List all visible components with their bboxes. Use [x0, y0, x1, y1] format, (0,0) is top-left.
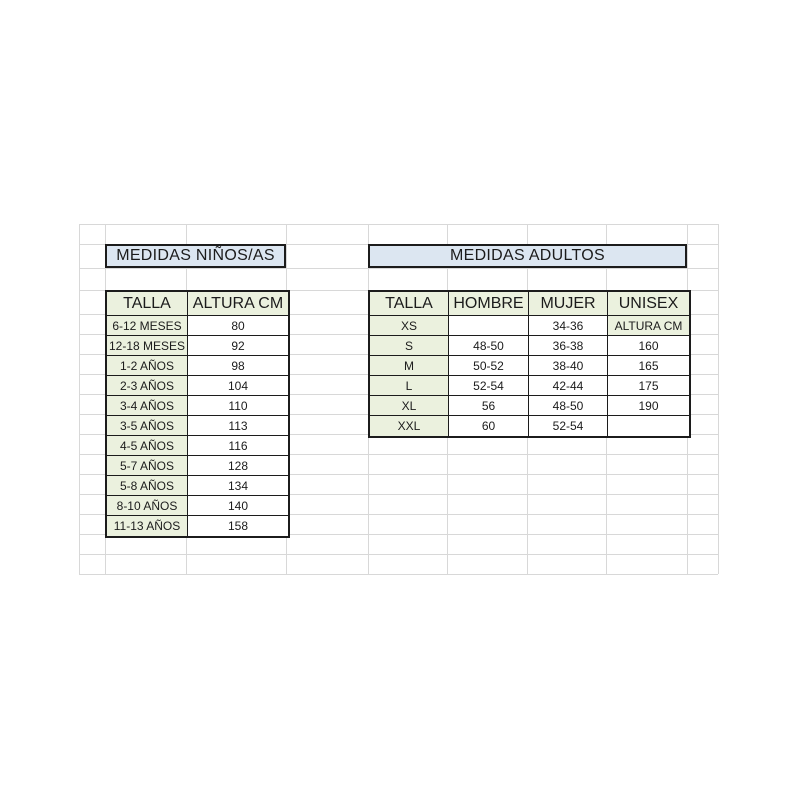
kids-table-cell[interactable]: 158 [188, 516, 288, 536]
adults-table-cell[interactable] [608, 416, 689, 436]
kids-table-cell[interactable]: 12-18 MESES [107, 336, 188, 356]
gridline-row [79, 534, 718, 535]
adults-table-cell[interactable]: XS [370, 316, 449, 336]
adults-table-cell[interactable]: 190 [608, 396, 689, 416]
kids-table-cell[interactable]: 3-4 AÑOS [107, 396, 188, 416]
gridline-column [79, 224, 80, 574]
kids-table-cell[interactable]: 104 [188, 376, 288, 396]
kids-table-cell[interactable]: 5-7 AÑOS [107, 456, 188, 476]
adults-table-cell[interactable]: 38-40 [529, 356, 608, 376]
gridline-row [79, 514, 718, 515]
gridline-column [718, 224, 719, 574]
kids-table-cell[interactable]: 2-3 AÑOS [107, 376, 188, 396]
kids-table-cell[interactable]: 110 [188, 396, 288, 416]
kids-size-table: TALLA ALTURA CM 6-12 MESES 80 12-18 MESES 92 1… [105, 290, 290, 538]
kids-table-cell[interactable]: 6-12 MESES [107, 316, 188, 336]
adults-table-cell[interactable]: XL [370, 396, 449, 416]
adults-column-header[interactable]: TALLA [370, 292, 449, 316]
gridline-row [79, 474, 718, 475]
kids-table-cell[interactable]: 140 [188, 496, 288, 516]
adults-table-cell[interactable]: 60 [449, 416, 529, 436]
kids-table-cell[interactable]: 80 [188, 316, 288, 336]
gridline-row [79, 268, 718, 269]
adults-table-cell[interactable]: L [370, 376, 449, 396]
adults-table-cell[interactable]: 175 [608, 376, 689, 396]
kids-table-cell[interactable]: 3-5 AÑOS [107, 416, 188, 436]
gridline-row [79, 494, 718, 495]
kids-table-cell[interactable]: 5-8 AÑOS [107, 476, 188, 496]
adults-table-title[interactable]: MEDIDAS ADULTOS [368, 244, 687, 268]
gridline-row [79, 574, 718, 575]
adults-table-cell[interactable]: 50-52 [449, 356, 529, 376]
kids-table-cell[interactable]: 98 [188, 356, 288, 376]
adults-table-cell[interactable]: M [370, 356, 449, 376]
kids-table-cell[interactable]: 113 [188, 416, 288, 436]
adults-column-header[interactable]: HOMBRE [449, 292, 529, 316]
kids-table-cell[interactable]: 1-2 AÑOS [107, 356, 188, 376]
adults-column-header[interactable]: MUJER [529, 292, 608, 316]
kids-table-cell[interactable]: 116 [188, 436, 288, 456]
kids-column-header[interactable]: ALTURA CM [188, 292, 288, 316]
adults-table-cell[interactable]: S [370, 336, 449, 356]
kids-column-header[interactable]: TALLA [107, 292, 188, 316]
adults-table-cell[interactable]: 165 [608, 356, 689, 376]
adults-column-header[interactable]: UNISEX [608, 292, 689, 316]
kids-table-cell[interactable]: 11-13 AÑOS [107, 516, 188, 536]
kids-table-cell[interactable]: 134 [188, 476, 288, 496]
kids-table-cell[interactable]: 128 [188, 456, 288, 476]
adults-table-cell[interactable]: 52-54 [529, 416, 608, 436]
kids-table-cell[interactable]: 8-10 AÑOS [107, 496, 188, 516]
adults-table-cell[interactable]: 48-50 [529, 396, 608, 416]
adults-table-cell[interactable]: XXL [370, 416, 449, 436]
kids-table-cell[interactable]: 92 [188, 336, 288, 356]
gridline-row [79, 554, 718, 555]
gridline-row [79, 454, 718, 455]
adults-table-cell[interactable]: ALTURA CM [608, 316, 689, 336]
kids-table-cell[interactable]: 4-5 AÑOS [107, 436, 188, 456]
adults-table-cell[interactable]: 42-44 [529, 376, 608, 396]
adults-table-cell[interactable]: 34-36 [529, 316, 608, 336]
adults-table-cell[interactable] [449, 316, 529, 336]
adults-table-cell[interactable]: 48-50 [449, 336, 529, 356]
gridline-row [79, 224, 718, 225]
adults-size-table: TALLA HOMBRE MUJER UNISEX XS 34-36 ALTURA CM S 4… [368, 290, 691, 438]
kids-table-title[interactable]: MEDIDAS NIÑOS/AS [105, 244, 286, 268]
adults-table-cell[interactable]: 36-38 [529, 336, 608, 356]
adults-table-cell[interactable]: 56 [449, 396, 529, 416]
adults-table-cell[interactable]: 160 [608, 336, 689, 356]
adults-table-cell[interactable]: 52-54 [449, 376, 529, 396]
